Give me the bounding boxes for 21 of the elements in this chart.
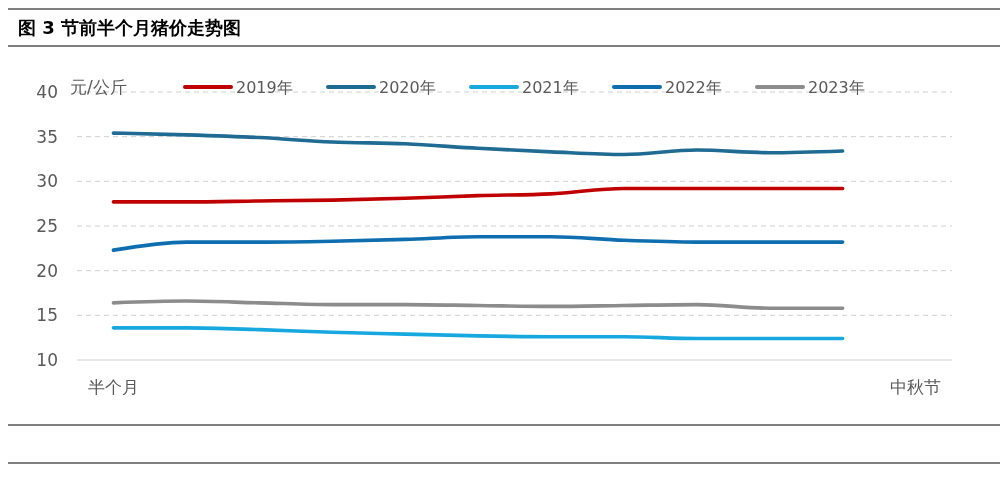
y-axis-title: 元/公斤 — [70, 77, 127, 97]
y-tick-label: 30 — [36, 171, 58, 192]
line-series — [111, 186, 845, 204]
y-tick-label: 10 — [36, 349, 58, 370]
line-series — [111, 326, 845, 341]
chart-title: 图 3 节前半个月猪价走势图 — [18, 17, 242, 38]
legend-label: 2021年 — [522, 77, 579, 97]
legend-label: 2023年 — [808, 77, 865, 97]
x-tick-label: 中秋节 — [890, 377, 942, 397]
x-tick-label: 半个月 — [87, 377, 139, 397]
y-tick-label: 40 — [36, 81, 58, 102]
line-series — [111, 131, 845, 157]
legend-label: 2022年 — [665, 77, 722, 97]
legend-label: 2020年 — [379, 77, 436, 97]
legend-label: 2019年 — [236, 77, 293, 97]
line-series — [111, 234, 845, 252]
y-tick-label: 35 — [36, 126, 58, 147]
y-tick-label: 15 — [36, 305, 58, 326]
y-tick-label: 25 — [36, 215, 58, 236]
line-series — [111, 299, 845, 310]
y-tick-label: 20 — [36, 260, 58, 281]
